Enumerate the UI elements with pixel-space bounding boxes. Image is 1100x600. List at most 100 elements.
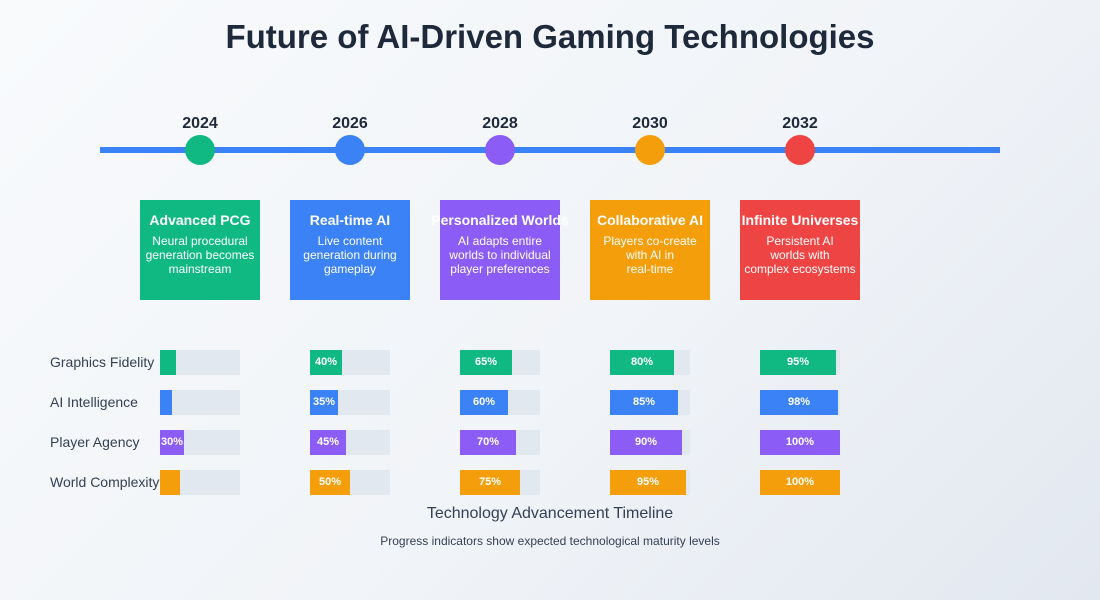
milestone-card: Advanced PCG Neural procedural generation … <box>140 200 260 300</box>
milestone-card-description: Players co-create with AI in real-time <box>590 234 710 276</box>
milestone-2024: 2024 Advanced PCG Neural procedural generat… <box>125 0 275 600</box>
progress-bar: 35% <box>310 390 390 415</box>
progress-bar: 100% <box>760 430 840 455</box>
progress-bar-fill <box>310 430 346 455</box>
progress-bar: 100% <box>760 470 840 495</box>
progress-bar-fill <box>160 390 172 415</box>
milestone-year: 2032 <box>782 115 818 132</box>
progress-bar-fill <box>460 350 512 375</box>
metric-label: AI Intelligence <box>50 394 138 410</box>
progress-bar-label: 75% <box>478 476 502 488</box>
milestone-card-description-line: gameplay <box>323 262 377 276</box>
milestone-2032: 2032 Infinite Universes Persistent AI world… <box>725 0 875 600</box>
progress-bar-fill <box>760 350 836 375</box>
progress-bar: 70% <box>460 430 540 455</box>
progress-bar-fill <box>610 470 686 495</box>
progress-bar: 60% <box>460 390 540 415</box>
metric-label: Graphics Fidelity <box>50 354 155 370</box>
milestone-card-description: AI adapts entire worlds to individual play… <box>440 234 560 276</box>
milestone-card: Personalized Worlds AI adapts entire world… <box>431 200 569 300</box>
progress-bar-label: 95% <box>636 476 660 488</box>
milestone-dot <box>485 135 515 165</box>
milestone-dot <box>785 135 815 165</box>
progress-bar <box>160 390 240 415</box>
progress-bar-fill <box>310 470 350 495</box>
metric-label: World Complexity <box>50 474 160 490</box>
milestone-card-title: Infinite Universes <box>741 212 859 228</box>
progress-bar: 95% <box>760 350 840 375</box>
milestone-year: 2026 <box>332 115 368 132</box>
milestone-card-title: Advanced PCG <box>149 212 251 228</box>
milestone-year: 2028 <box>482 115 518 132</box>
milestone-card: Infinite Universes Persistent AI worlds wi… <box>740 200 860 300</box>
progress-bar-label: 30% <box>160 436 184 448</box>
milestone-card-description-line: complex ecosystems <box>744 262 856 276</box>
progress-bar-fill <box>160 350 176 375</box>
milestone-card: Collaborative AI Players co-create with AI… <box>590 200 710 300</box>
progress-bar <box>160 350 240 375</box>
milestone-card-description-line: worlds to individual <box>449 248 551 262</box>
progress-bar-label: 40% <box>314 356 338 368</box>
progress-bar: 65% <box>460 350 540 375</box>
timeline-line <box>100 147 1000 153</box>
progress-bar-label: 100% <box>785 436 815 448</box>
milestone-2026: 2026 Real-time AI Live content generation d… <box>275 0 425 600</box>
progress-bar-label: 98% <box>787 396 811 408</box>
progress-bar-label: 65% <box>474 356 498 368</box>
progress-bar-label: 50% <box>318 476 342 488</box>
progress-bar-label: 80% <box>630 356 654 368</box>
progress-bar-label: 100% <box>785 476 815 488</box>
progress-bar: 80% <box>610 350 690 375</box>
progress-bar-fill <box>460 470 520 495</box>
milestone-card-description: Neural procedural generation becomes mains… <box>140 234 260 276</box>
progress-bar-fill <box>310 350 342 375</box>
milestone-card-title: Real-time AI <box>309 212 391 228</box>
progress-bar: 40% <box>310 350 390 375</box>
milestone-card-description-line: worlds with <box>770 248 830 262</box>
footer-subtitle: Progress indicators show expected techno… <box>380 534 720 548</box>
progress-bar: 50% <box>310 470 390 495</box>
milestone-card-description-line: mainstream <box>168 262 232 276</box>
milestone-card: Real-time AI Live content generation durin… <box>290 200 410 300</box>
progress-bar-label <box>160 390 172 415</box>
milestone-card-description-line: Live content <box>317 234 383 248</box>
footer-title: Technology Advancement Timeline <box>426 505 674 522</box>
progress-bar-label: 45% <box>316 436 340 448</box>
milestone-dot <box>635 135 665 165</box>
milestone-2030: 2030 Collaborative AI Players co-create wit… <box>575 0 725 600</box>
progress-bar-label: 95% <box>786 356 810 368</box>
milestone-card-description-line: Persistent AI <box>766 234 834 248</box>
milestone-card-description-line: generation becomes <box>145 248 255 262</box>
milestone-card-description-line: AI adapts entire <box>457 234 543 248</box>
progress-bar-label <box>160 470 180 495</box>
progress-bar: 95% <box>610 470 690 495</box>
milestone-card-description-line: real-time <box>626 262 674 276</box>
milestone-card-description-line: with AI in <box>625 248 675 262</box>
progress-bar: 30% <box>160 430 240 455</box>
progress-bar-label: 35% <box>312 396 336 408</box>
milestone-card-description-line: Players co-create <box>603 234 697 248</box>
metric-label: Player Agency <box>50 434 140 450</box>
milestone-year: 2030 <box>632 115 668 132</box>
progress-bar-fill <box>160 430 184 455</box>
milestone-card-title: Personalized Worlds <box>431 212 569 228</box>
progress-bar-fill <box>460 390 508 415</box>
page-title: Future of AI-Driven Gaming Technologies <box>225 18 875 55</box>
progress-bar-fill <box>460 430 516 455</box>
progress-bar: 98% <box>760 390 840 415</box>
progress-bar-fill <box>160 470 180 495</box>
milestone-card-description: Live content generation during gameplay <box>290 234 410 276</box>
milestone-card-description: Persistent AI worlds with complex ecosyste… <box>740 234 860 276</box>
progress-bar-fill <box>760 470 840 495</box>
progress-bar-label <box>160 350 176 375</box>
progress-bar-fill <box>610 350 674 375</box>
milestone-card-description-line: generation during <box>303 248 397 262</box>
milestone-2028: 2028 Personalized Worlds AI adapts entire w… <box>425 0 575 600</box>
progress-bar: 90% <box>610 430 690 455</box>
milestone-year: 2024 <box>182 115 218 132</box>
milestone-card-description-line: Neural procedural <box>152 234 248 248</box>
progress-bar-label: 85% <box>632 396 656 408</box>
milestone-dot <box>185 135 215 165</box>
milestone-card-description-line: player preferences <box>450 262 550 276</box>
progress-bar-label: 60% <box>472 396 496 408</box>
